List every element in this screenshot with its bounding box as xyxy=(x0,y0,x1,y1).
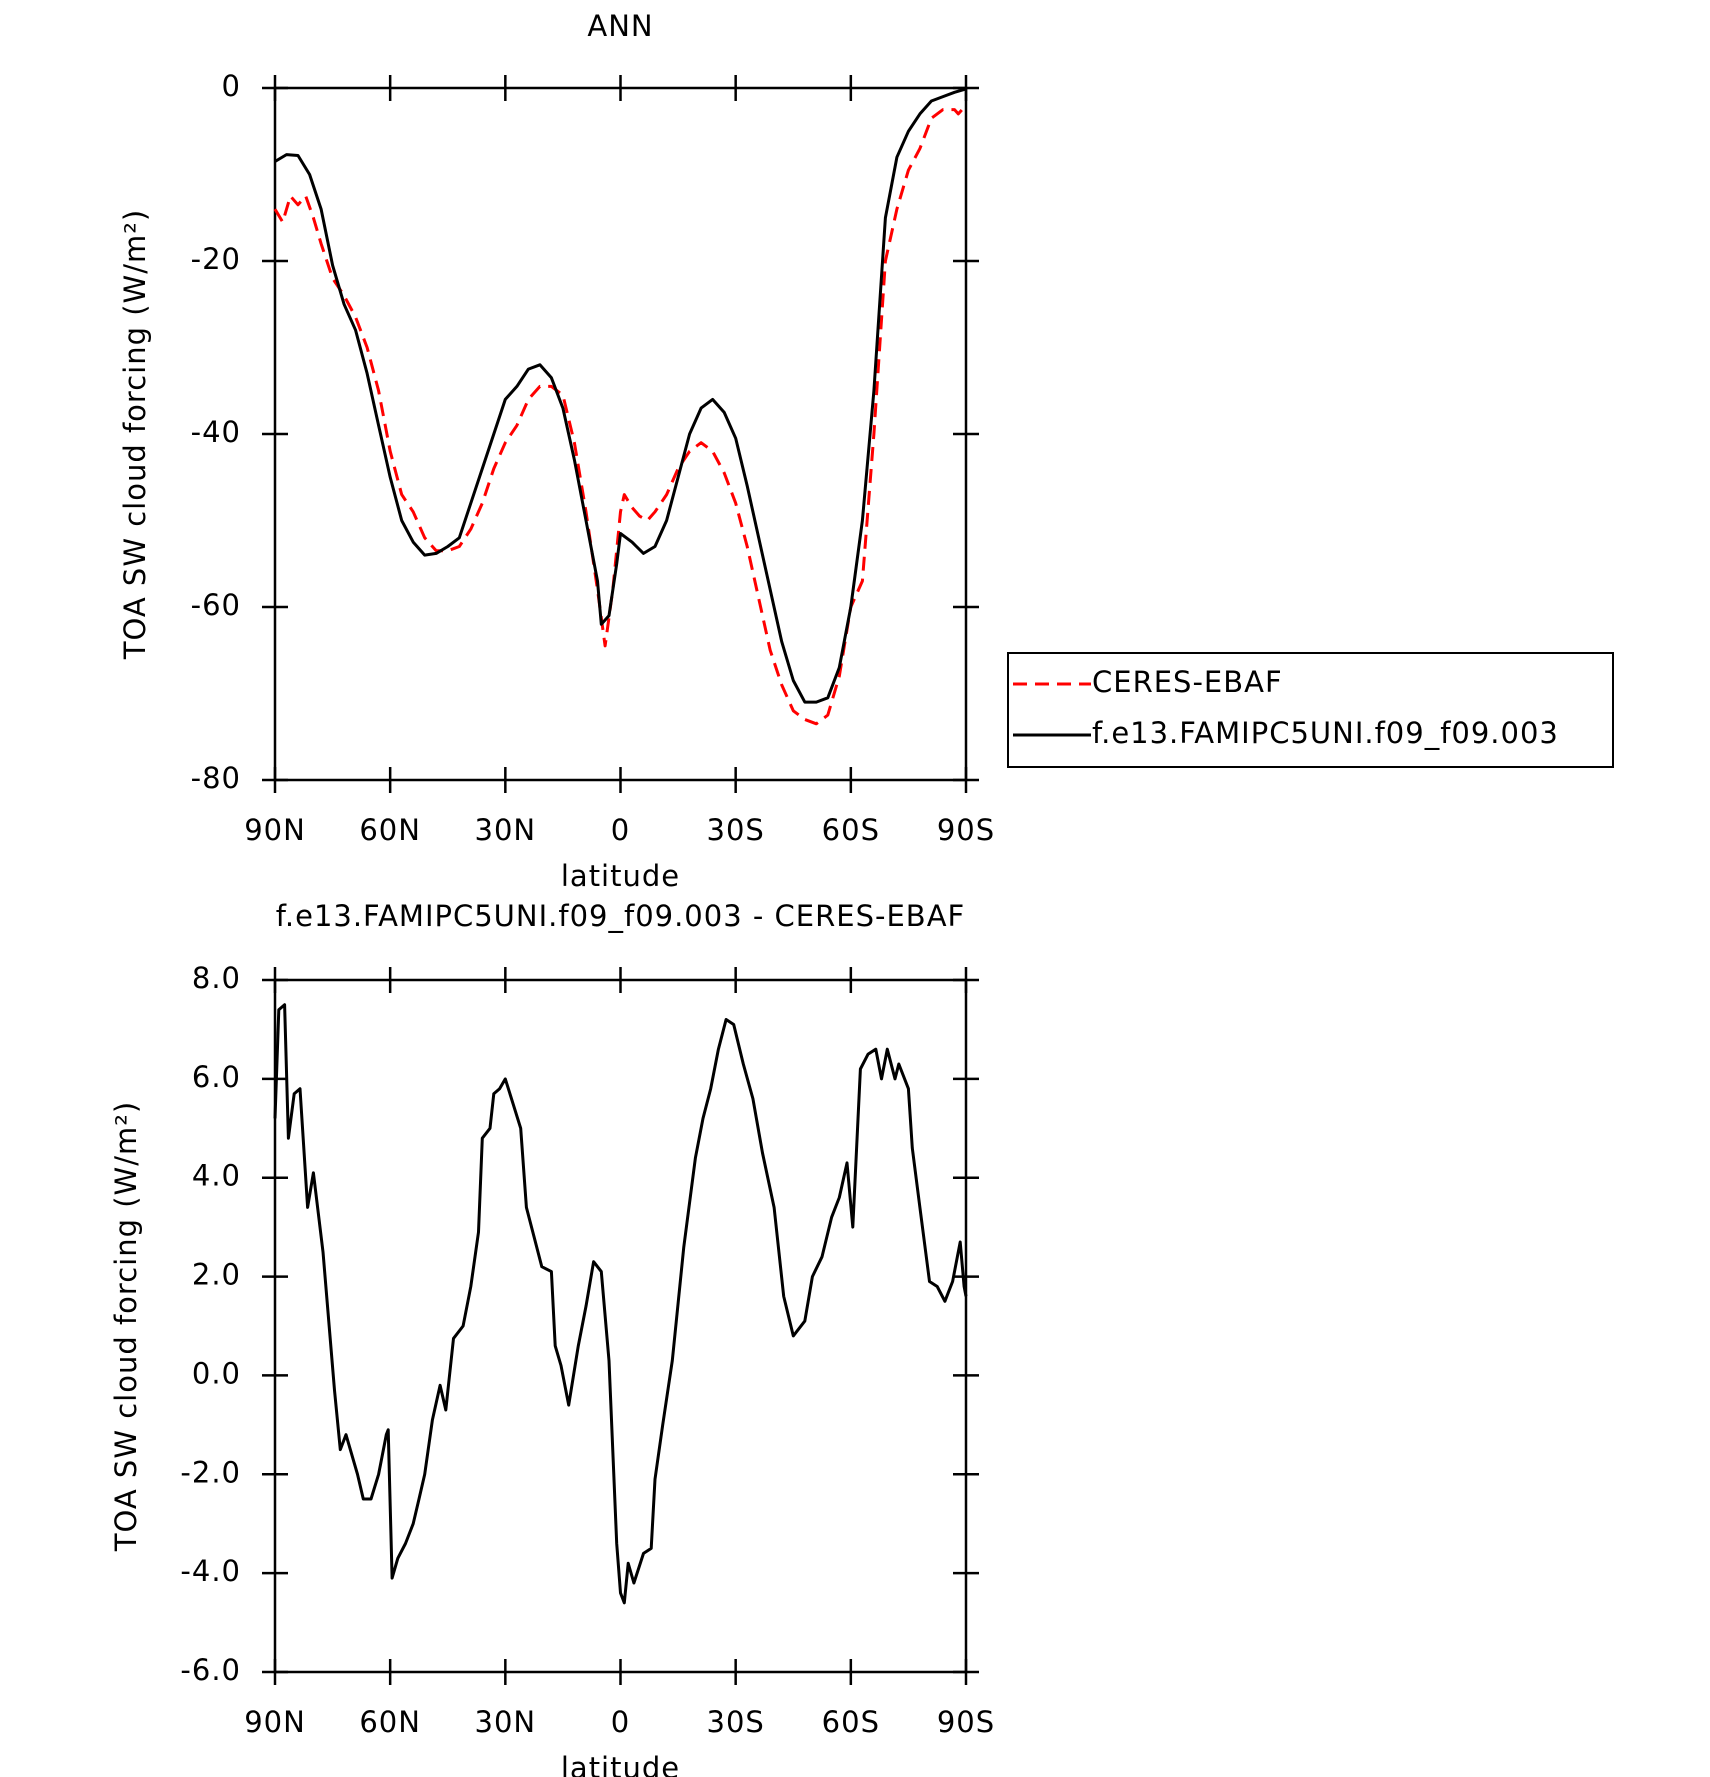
x-tick-label: 60S xyxy=(822,1705,880,1739)
x-tick-label: 90S xyxy=(937,813,995,847)
x-tick-label: 0 xyxy=(611,1705,630,1739)
x-axis-label: latitude xyxy=(561,859,680,893)
y-tick-label: 2.0 xyxy=(192,1258,241,1292)
y-tick-label: -20 xyxy=(191,242,241,276)
x-tick-label: 60N xyxy=(359,813,421,847)
y-tick-label: -40 xyxy=(191,415,241,449)
x-tick-label: 0 xyxy=(611,813,630,847)
y-tick-label: 8.0 xyxy=(192,961,241,995)
y-tick-label: 0.0 xyxy=(192,1356,241,1390)
plot-frame xyxy=(273,978,968,1674)
y-tick-label: 4.0 xyxy=(192,1159,241,1193)
y-tick-label: -80 xyxy=(191,761,241,795)
data-line xyxy=(274,87,967,704)
x-tick-label: 30S xyxy=(707,813,765,847)
chart-title: f.e13.FAMIPC5UNI.f09_f09.003 - CERES-EBA… xyxy=(276,899,965,933)
data-line xyxy=(273,104,968,726)
y-tick-label: -60 xyxy=(191,588,241,622)
y-tick-label: -6.0 xyxy=(180,1653,241,1687)
y-axis-label: TOA SW cloud forcing (W/m²) xyxy=(109,1101,143,1552)
data-line xyxy=(273,1003,968,1605)
x-tick-label: 90N xyxy=(244,1705,306,1739)
legend-label: CERES-EBAF xyxy=(1092,665,1283,699)
legend-label: f.e13.FAMIPC5UNI.f09_f09.003 xyxy=(1092,716,1559,750)
plot-frame xyxy=(273,86,968,782)
y-tick-label: 6.0 xyxy=(192,1060,241,1094)
x-tick-label: 60S xyxy=(822,813,880,847)
y-tick-label: 0 xyxy=(222,69,241,103)
legend-box xyxy=(1007,652,1614,768)
x-tick-label: 30N xyxy=(475,1705,537,1739)
y-tick-label: -4.0 xyxy=(180,1554,241,1588)
y-tick-label: -2.0 xyxy=(180,1455,241,1489)
x-tick-label: 30N xyxy=(475,813,537,847)
y-axis-label: TOA SW cloud forcing (W/m²) xyxy=(118,209,152,660)
x-tick-label: 60N xyxy=(359,1705,421,1739)
x-axis-label: latitude xyxy=(561,1751,680,1777)
x-tick-label: 90S xyxy=(937,1705,995,1739)
x-tick-label: 90N xyxy=(244,813,306,847)
chart-title: ANN xyxy=(587,9,653,43)
x-tick-label: 30S xyxy=(707,1705,765,1739)
